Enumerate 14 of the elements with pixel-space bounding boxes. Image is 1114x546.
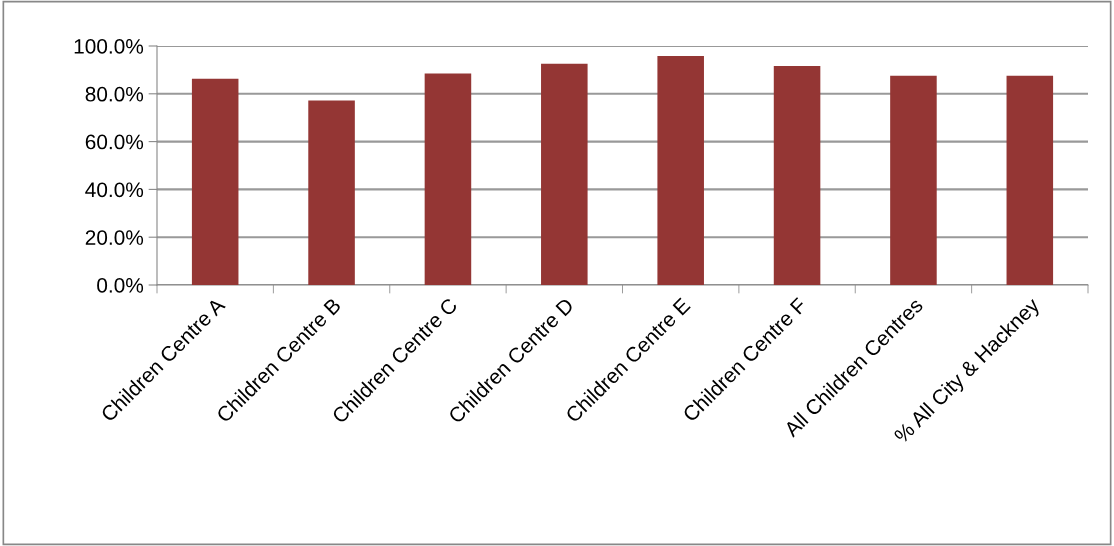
y-tick-label: 100.0%	[74, 39, 144, 54]
bar	[541, 63, 588, 285]
bar	[424, 73, 472, 285]
bar	[890, 75, 937, 285]
bar	[657, 56, 704, 285]
y-tick-label: 80.0%	[85, 86, 144, 102]
bar	[191, 78, 239, 285]
y-tick-label: 40.0%	[85, 182, 144, 198]
y-tick-label: 20.0%	[85, 230, 144, 245]
bar	[308, 100, 355, 285]
y-tick-label: 60.0%	[85, 134, 144, 150]
bar	[1006, 75, 1054, 285]
y-tick-label: 0.0%	[97, 278, 144, 293]
bar	[773, 66, 821, 285]
